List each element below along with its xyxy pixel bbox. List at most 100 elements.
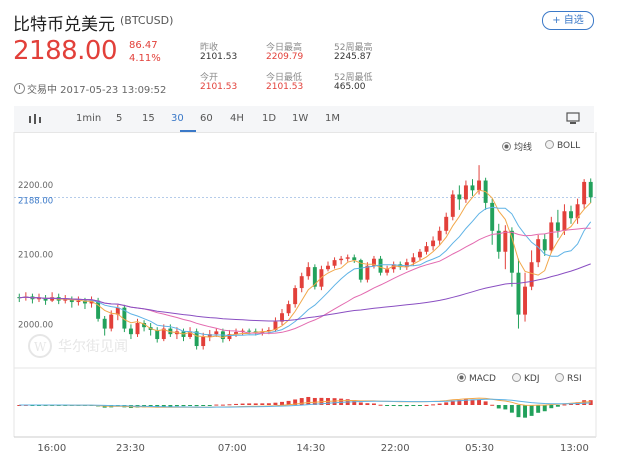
candle-body	[63, 299, 68, 301]
indicator-kdj-option[interactable]: KDJ	[512, 373, 540, 384]
candlestick-type-icon[interactable]	[28, 113, 42, 125]
candle-body	[450, 194, 455, 217]
macd-bar	[391, 405, 396, 406]
x-axis-label: 05:30	[465, 443, 494, 454]
indicator-macd-option[interactable]: MACD	[457, 373, 496, 384]
candle-body	[562, 211, 567, 231]
candle-body	[201, 336, 206, 347]
candle-body	[188, 331, 193, 337]
macd-bar	[569, 403, 573, 405]
candle-body	[37, 297, 41, 300]
macd-bar	[509, 405, 514, 413]
x-axis-label: 07:00	[218, 443, 247, 454]
stat-prev-close-label: 昨收	[200, 43, 219, 53]
radio-icon	[555, 373, 564, 382]
macd-bar	[253, 403, 258, 405]
price-change-percent: 4.11%	[129, 53, 161, 64]
interval-5[interactable]: 5	[116, 113, 123, 124]
macd-bar	[371, 403, 376, 405]
y-axis-label: 2000.00	[18, 321, 53, 331]
macd-bar	[523, 405, 528, 418]
macd-bar	[358, 402, 363, 405]
x-axis-label: 16:00	[37, 443, 66, 454]
candle-body	[109, 314, 114, 329]
macd-bar	[549, 405, 554, 409]
candle-body	[352, 257, 357, 261]
macd-bar	[194, 405, 199, 407]
macd-bar	[168, 405, 173, 407]
interval-1d[interactable]: 1D	[262, 113, 277, 124]
candle-body	[477, 180, 482, 191]
indicator-macd-label: MACD	[469, 374, 496, 384]
macd-bar	[503, 405, 508, 410]
candle-body	[417, 251, 422, 258]
macd-bar	[529, 405, 534, 416]
candle-body	[339, 258, 344, 261]
candle-body	[102, 318, 107, 329]
macd-bar	[404, 405, 409, 407]
candle-body	[503, 230, 508, 252]
candle-body	[306, 267, 311, 277]
macd-bar	[411, 405, 416, 406]
candle-body	[96, 300, 101, 319]
stat-prev-close-value: 2101.53	[200, 52, 238, 62]
overlay-boll-label: BOLL	[557, 141, 581, 151]
candle-body	[82, 300, 87, 304]
page-title: 比特币兑美元	[13, 15, 115, 35]
candle-body	[588, 181, 593, 198]
macd-bar	[496, 405, 501, 409]
interval-4h[interactable]: 4H	[230, 113, 244, 124]
candle-body	[536, 239, 541, 263]
candle-body	[76, 300, 81, 303]
interval-1w[interactable]: 1W	[292, 113, 309, 124]
candle-body	[516, 272, 521, 315]
candle-body	[404, 262, 409, 268]
macd-bar	[457, 399, 462, 405]
overlay-ma-option[interactable]: 均线	[502, 140, 532, 153]
screenshot-icon[interactable]	[566, 112, 580, 125]
macd-bar	[437, 403, 442, 405]
indicator-rsi-option[interactable]: RSI	[555, 373, 582, 384]
interval-60[interactable]: 60	[200, 113, 213, 124]
stat-open-label: 今开	[200, 73, 219, 83]
candle-body	[411, 257, 416, 263]
macd-bar	[385, 405, 390, 406]
interval-15[interactable]: 15	[142, 113, 155, 124]
stat-day-high-label: 今日最高	[266, 43, 303, 53]
candle-body	[142, 322, 147, 328]
candle-body	[214, 331, 219, 335]
watermark-text: 华尔街见闻	[58, 339, 128, 355]
candle-body	[555, 222, 560, 231]
price-change: 86.47	[129, 40, 158, 51]
candle-body	[135, 322, 140, 335]
interval-30[interactable]: 30	[171, 113, 184, 124]
overlay-boll-option[interactable]: BOLL	[545, 140, 580, 151]
macd-bar	[266, 403, 271, 405]
macd-bar	[260, 403, 265, 405]
candle-body	[280, 313, 284, 322]
indicator-rsi-label: RSI	[567, 374, 582, 384]
interval-1m[interactable]: 1M	[325, 113, 340, 124]
macd-bar	[365, 403, 370, 405]
candle-body	[457, 194, 462, 200]
candle-body	[266, 329, 271, 332]
candle-body	[385, 269, 390, 273]
macd-bar	[214, 404, 219, 406]
macd-bar	[444, 402, 449, 405]
candle-body	[378, 258, 383, 273]
macd-bar	[490, 404, 495, 406]
interval-1min[interactable]: 1min	[76, 113, 102, 124]
y-axis-label: 2200.00	[18, 181, 53, 191]
candle-body	[128, 328, 133, 335]
candle-body	[326, 265, 330, 270]
ma10-line	[19, 206, 592, 337]
candle-body	[89, 300, 94, 304]
stat-day-low-value: 2101.53	[266, 82, 304, 92]
macd-bar	[293, 399, 298, 405]
candle-body	[299, 276, 304, 289]
price-chart[interactable]: W 华尔街见闻 2200.00 2188.00 2100.00 2000.00 16:…	[0, 132, 623, 476]
macd-bar	[17, 405, 22, 406]
add-watchlist-button[interactable]: + 自选	[542, 11, 594, 30]
macd-bar	[188, 405, 193, 406]
candle-body	[523, 286, 528, 315]
